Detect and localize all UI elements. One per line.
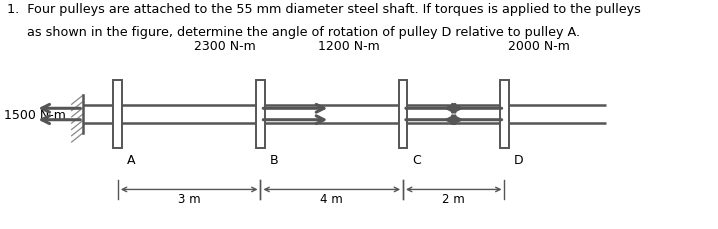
Text: D: D [513, 153, 523, 166]
Text: B: B [269, 153, 278, 166]
Text: 2300 N-m: 2300 N-m [194, 40, 256, 53]
Bar [256, 80, 265, 149]
Text: 1500 N-m: 1500 N-m [4, 108, 66, 121]
Bar [113, 80, 122, 149]
Text: 2000 N-m: 2000 N-m [508, 40, 569, 53]
Text: 4 m: 4 m [320, 192, 343, 205]
Text: 3 m: 3 m [178, 192, 200, 205]
Text: C: C [412, 153, 421, 166]
Text: A: A [127, 153, 135, 166]
Text: as shown in the figure, determine the angle of rotation of pulley D relative to : as shown in the figure, determine the an… [7, 26, 580, 39]
Text: 1.  Four pulleys are attached to the 55 mm diameter steel shaft. If torques is a: 1. Four pulleys are attached to the 55 m… [7, 3, 641, 16]
Text: 2 m: 2 m [442, 192, 465, 205]
Bar [398, 80, 408, 149]
Text: 1200 N-m: 1200 N-m [317, 40, 379, 53]
Bar [500, 80, 509, 149]
